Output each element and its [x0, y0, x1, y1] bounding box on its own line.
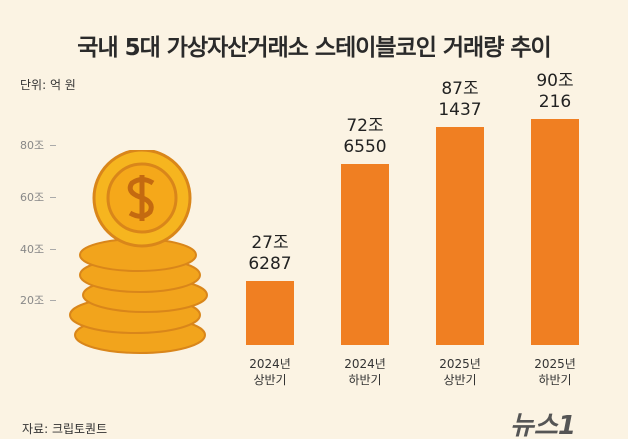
x-tick-label: 2024년 상반기	[249, 357, 291, 387]
tick-mark	[50, 145, 56, 146]
bar	[341, 164, 389, 345]
y-tick-label: 20조	[20, 294, 45, 308]
chart-title: 국내 5대 가상자산거래소 스테이블코인 거래량 추이	[77, 35, 551, 61]
tick-mark	[50, 300, 56, 302]
x-tick-label: 2025년 상반기	[439, 357, 481, 387]
x-tick-label: 2024년 하반기	[344, 357, 386, 387]
coins-illustration	[69, 150, 208, 354]
y-tick-label: 60조	[20, 190, 45, 204]
bar	[531, 119, 579, 345]
logo: 뉴스1	[510, 411, 576, 439]
bar	[436, 126, 484, 345]
value-label: 27조 6287	[248, 232, 292, 274]
unit-note: 단위: 억 원	[20, 78, 76, 92]
bar	[246, 280, 294, 345]
value-label: 90조 216	[536, 71, 574, 113]
value-label: 87조 1437	[438, 78, 482, 120]
source: 자료: 크립토퀀트	[22, 422, 108, 436]
tick-mark	[50, 196, 56, 198]
y-tick-label: 40조	[20, 242, 45, 256]
y-tick-label: 80조	[20, 139, 45, 152]
x-tick-label: 2025년 하반기	[534, 357, 576, 387]
tick-mark	[50, 248, 56, 250]
value-label: 72조 6550	[343, 116, 387, 157]
